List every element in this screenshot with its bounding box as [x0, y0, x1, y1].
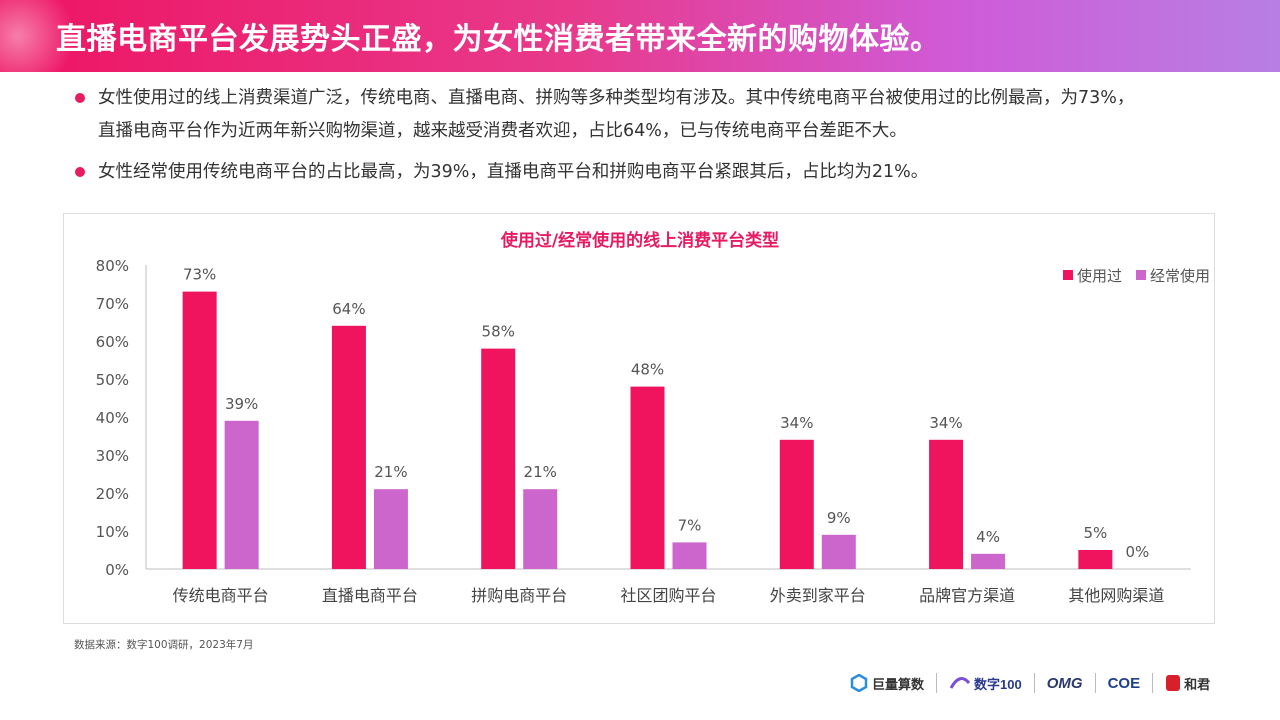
data-label: 64%	[332, 300, 365, 318]
divider	[1094, 673, 1096, 693]
legend-swatch	[1136, 270, 1146, 280]
bar-used	[779, 439, 814, 569]
footer-logos: 巨量算数 数字100 OMG COE 和君	[850, 668, 1210, 698]
divider	[936, 673, 938, 693]
bar-used	[630, 386, 665, 569]
bar-often-used	[523, 489, 558, 569]
bar-used	[929, 439, 964, 569]
data-source-note: 数据来源：数字100调研，2023年7月	[74, 639, 254, 651]
bar-used	[481, 348, 516, 569]
data-label: 21%	[374, 463, 407, 481]
bullet-text: 女性使用过的线上消费渠道广泛，传统电商、直播电商、拼购等多种类型均有涉及。其中传…	[98, 88, 1135, 108]
y-tick-label: 70%	[96, 295, 129, 313]
data-label: 34%	[929, 414, 962, 432]
legend-label: 使用过	[1077, 267, 1122, 285]
bullet-dot-icon	[75, 93, 85, 103]
y-tick-label: 10%	[96, 523, 129, 541]
header-banner: 直播电商平台发展势头正盛，为女性消费者带来全新的购物体验。	[0, 0, 1280, 72]
y-tick-label: 50%	[96, 371, 129, 389]
data-label: 5%	[1083, 524, 1107, 542]
legend-label: 经常使用	[1150, 267, 1210, 285]
logo-coe: COE	[1108, 675, 1141, 692]
juliang-logo-icon	[850, 674, 868, 692]
y-tick-label: 0%	[105, 561, 129, 579]
page-title: 直播电商平台发展势头正盛，为女性消费者带来全新的购物体验。	[56, 22, 941, 57]
divider	[1152, 673, 1154, 693]
logo-text: 数字100	[974, 676, 1022, 692]
bar-often-used	[373, 489, 408, 569]
shuzi100-logo-icon	[949, 677, 971, 689]
data-label: 4%	[976, 528, 1000, 546]
bullet-dot-icon	[75, 167, 85, 177]
bar-often-used	[821, 534, 856, 569]
header-decoration	[0, 0, 90, 72]
bar-often-used	[224, 420, 259, 569]
data-label: 34%	[780, 414, 813, 432]
data-label: 7%	[678, 516, 702, 534]
bullet-text: 女性经常使用传统电商平台的占比最高，为39%，直播电商平台和拼购电商平台紧跟其后…	[98, 162, 929, 182]
chart-frame	[63, 213, 1215, 624]
y-tick-label: 40%	[96, 409, 129, 427]
bullet-item: 女性使用过的线上消费渠道广泛，传统电商、直播电商、拼购等多种类型均有涉及。其中传…	[74, 82, 1214, 148]
logo-text: OMG	[1046, 674, 1083, 692]
bar-used	[331, 325, 366, 569]
bar-often-used	[971, 553, 1006, 569]
hejun-seal-icon	[1166, 675, 1181, 691]
data-label: 58%	[482, 323, 515, 341]
y-tick-label: 20%	[96, 485, 129, 503]
y-tick-label: 80%	[96, 257, 129, 275]
chart-title: 使用过/经常使用的线上消费平台类型	[500, 231, 780, 251]
bullet-text: 直播电商平台作为近两年新兴购物渠道，越来越受消费者欢迎，占比64%，已与传统电商…	[98, 121, 907, 141]
logo-text: 和君	[1184, 676, 1211, 692]
legend-swatch	[1063, 270, 1073, 280]
bar-used	[182, 291, 217, 569]
bar-used	[1078, 550, 1113, 569]
x-tick-label: 传统电商平台	[173, 586, 269, 605]
data-label: 0%	[1125, 543, 1149, 561]
bullet-item: 女性经常使用传统电商平台的占比最高，为39%，直播电商平台和拼购电商平台紧跟其后…	[74, 156, 1214, 189]
data-label: 48%	[631, 361, 664, 379]
logo-text: 巨量算数	[872, 676, 925, 692]
bullet-list: 女性使用过的线上消费渠道广泛，传统电商、直播电商、拼购等多种类型均有涉及。其中传…	[74, 82, 1214, 197]
bar-often-used	[672, 542, 707, 569]
logo-omg: OMG	[1047, 675, 1083, 692]
logo-text: COE	[1107, 674, 1141, 692]
x-tick-label: 品牌官方渠道	[919, 586, 1015, 605]
divider	[1033, 673, 1035, 693]
data-label: 73%	[183, 266, 216, 284]
x-tick-label: 外卖到家平台	[770, 586, 866, 605]
x-tick-label: 其他网购渠道	[1068, 586, 1164, 605]
x-tick-label: 社区团购平台	[620, 586, 716, 605]
data-label: 9%	[827, 509, 851, 527]
y-tick-label: 30%	[96, 447, 129, 465]
x-tick-label: 拼购电商平台	[471, 586, 567, 605]
data-label: 21%	[524, 463, 557, 481]
y-tick-label: 60%	[96, 333, 129, 351]
x-tick-label: 直播电商平台	[322, 586, 418, 605]
logo-juliang: 巨量算数	[850, 674, 924, 693]
data-label: 39%	[225, 395, 258, 413]
logo-hejun: 和君	[1165, 674, 1210, 693]
logo-shuzi100: 数字100	[949, 674, 1022, 693]
